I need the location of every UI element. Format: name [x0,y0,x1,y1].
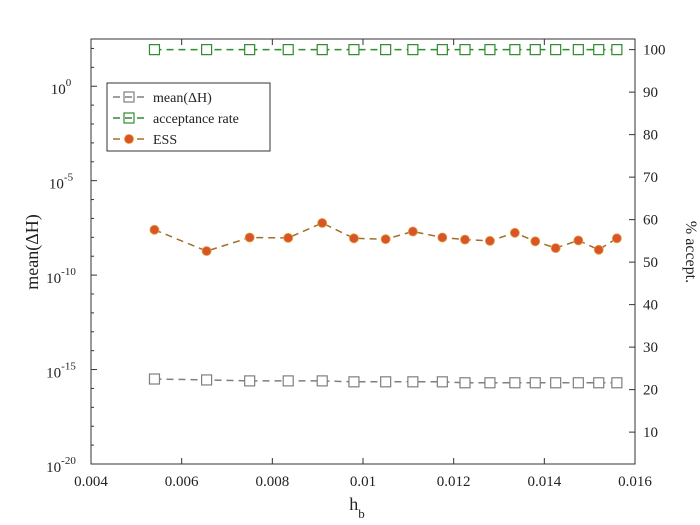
data-point [509,44,521,56]
y-right-tick-label: 100 [643,43,666,59]
data-point [436,376,448,388]
data-point [611,377,623,389]
data-point [244,44,256,56]
data-point [436,44,448,56]
data-point [282,375,294,387]
legend-label-ess: ESS [153,133,177,148]
x-axis-label-subscript: b [358,506,365,521]
data-point [611,233,622,244]
y-left-tick-label: 10-10 [46,266,76,287]
y-left-tick-label: 10-15 [46,361,76,382]
y-right-tick-label: 90 [643,85,658,101]
x-tick-label: 0.016 [618,474,652,490]
data-point [316,375,328,387]
data-point [529,44,541,56]
data-point [529,377,541,389]
data-point [509,227,520,238]
y-left-tick-label: 10-20 [46,455,76,476]
y-left-tick-label: 10-5 [49,172,74,193]
data-point [316,44,328,56]
series-line-0 [154,378,617,384]
data-point [148,44,161,56]
legend-label-mean: mean(ΔH) [153,91,212,106]
data-point [407,44,419,56]
data-point [283,232,294,243]
data-point [611,44,623,56]
x-tick-label: 0.014 [527,474,561,490]
data-point [484,377,496,389]
data-point [349,233,359,244]
data-point [459,44,471,56]
x-tick-label: 0.01 [350,474,376,490]
x-axis-label-main: h [349,494,358,514]
data-point [148,373,161,385]
x-tick-label: 0.012 [437,474,471,490]
data-point [380,234,391,245]
data-point [201,374,213,386]
data-point [573,235,584,246]
data-point [201,44,213,56]
x-tick-label: 0.006 [165,474,199,490]
y-right-tick-label: 70 [643,170,658,186]
y-right-tick-label: 80 [643,128,658,144]
data-point [348,376,360,388]
data-point [550,44,562,56]
data-point [509,377,521,389]
data-point [593,44,605,56]
data-point [572,377,584,389]
data-point [201,246,212,256]
legend-marker-ess [124,134,134,144]
data-point [317,218,328,228]
data-point [407,376,419,388]
y-right-tick-label: 50 [643,255,658,271]
data-point [593,244,604,255]
data-point [593,377,605,389]
data-point [437,232,448,243]
data-point [282,44,294,56]
x-axis-label: hb [349,494,365,521]
data-point [459,377,471,389]
data-point [460,234,470,245]
data-point [149,224,160,235]
data-point [550,377,562,389]
x-tick-label: 0.008 [255,474,289,490]
legend-marker-mean [123,91,135,103]
data-point [550,243,561,254]
data-point [244,232,255,243]
data-point [407,226,418,237]
y-right-tick-label: 20 [643,383,658,399]
data-point [380,44,392,56]
y-right-tick-label: 40 [643,298,658,314]
data-point [572,44,584,56]
data-point [484,44,496,56]
data-point [380,376,392,388]
legend-marker-acceptance [123,112,135,124]
y-left-tick-label: 100 [51,77,72,98]
data-point [485,235,495,246]
data-point [348,44,360,56]
x-tick-label: 0.004 [74,474,108,490]
data-point [244,375,256,387]
data-point [530,236,541,247]
legend-label-acceptance: acceptance rate [153,112,239,127]
legend: mean(ΔH) acceptance rate ESS [106,82,271,152]
y-right-tick-label: 30 [643,340,658,356]
y-axis-label-right: % accept. [682,221,699,283]
y-axis-label-left: mean(ΔH) [22,214,43,290]
y-right-tick-label: 10 [643,425,658,441]
y-right-tick-label: 60 [643,213,658,229]
